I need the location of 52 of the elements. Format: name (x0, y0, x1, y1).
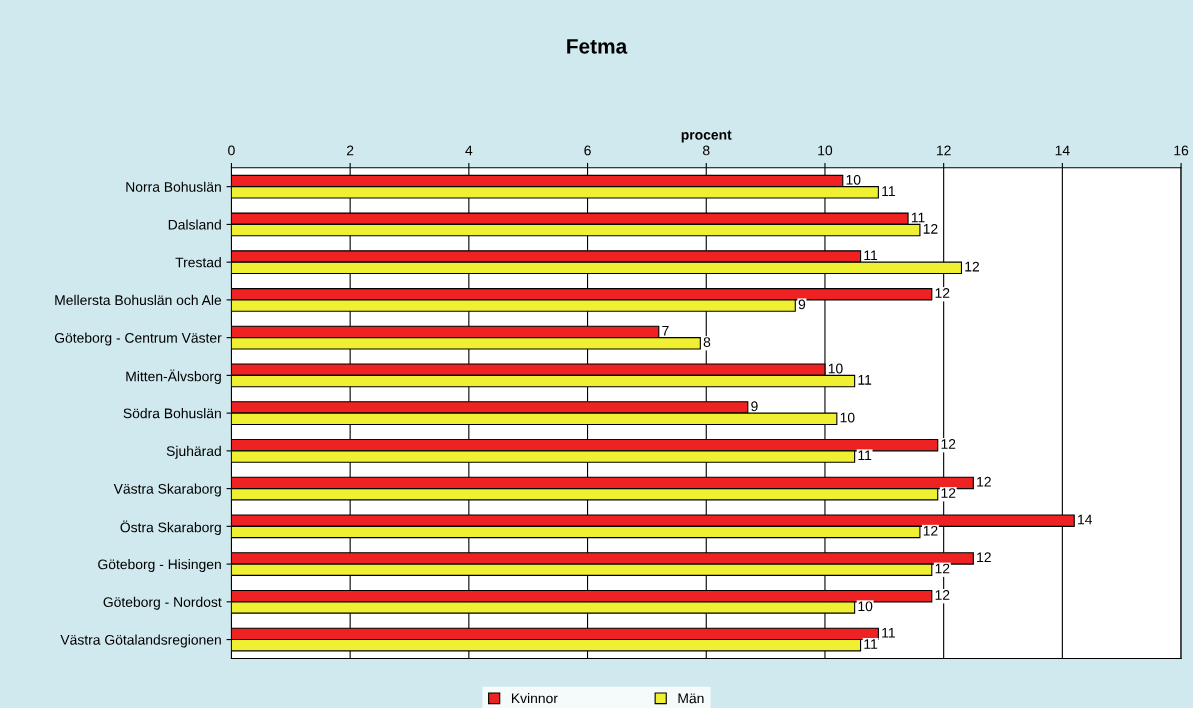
data-label: 12 (977, 476, 991, 487)
y-tick-label: Dalsland (168, 219, 221, 230)
data-label: 12 (965, 261, 979, 272)
data-label: 11 (858, 450, 872, 461)
y-tick-label: Göteborg - Hisingen (98, 559, 221, 572)
x-tick-label: 4 (465, 145, 473, 156)
data-label: 12 (977, 552, 991, 563)
data-label: 11 (882, 627, 895, 638)
x-tick-label: 16 (1174, 145, 1189, 156)
y-tick-label: Södra Bohuslän (123, 408, 221, 419)
data-label: 10 (828, 363, 843, 374)
data-label: 12 (923, 525, 938, 536)
y-tick-label: Göteborg - Nordost (103, 596, 222, 610)
x-tick-label: 14 (1055, 145, 1070, 156)
x-axis-title: procent (681, 130, 732, 143)
data-label: 10 (858, 601, 873, 612)
y-tick-label: Norra Bohuslän (126, 181, 221, 192)
x-tick-label: 12 (937, 145, 951, 156)
x-tick-label: 10 (818, 145, 833, 156)
y-tick-label: Västra Skaraborg (113, 483, 221, 497)
data-label: 12 (935, 590, 950, 600)
data-label: 12 (941, 488, 956, 498)
data-label: 12 (923, 223, 938, 234)
y-tick-label: Östra Skaraborg (120, 520, 221, 536)
data-label: 11 (864, 250, 878, 261)
x-tick-label: 8 (703, 145, 710, 156)
data-label: 12 (941, 439, 956, 449)
y-tick-label: Sjuhärad (166, 445, 221, 459)
data-label: 9 (798, 299, 806, 310)
legend-label: Kvinnor (511, 693, 558, 704)
x-tick-label: 0 (228, 145, 235, 156)
data-label: 12 (935, 563, 950, 574)
data-label: 7 (662, 326, 669, 336)
data-label: 12 (935, 288, 950, 298)
legend-label: Män (678, 693, 704, 704)
data-label: 10 (840, 412, 855, 423)
data-label: 9 (751, 401, 758, 412)
y-tick-label: Mitten-Älvsborg (126, 369, 221, 385)
x-tick-label: 2 (346, 145, 354, 156)
y-tick-label: Trestad (175, 257, 221, 268)
data-label: 8 (703, 337, 711, 348)
y-tick-label: Västra Götalandsregionen (60, 634, 221, 648)
y-tick-label: Mellersta Bohuslän och Ale (55, 294, 222, 306)
data-label: 11 (882, 186, 895, 196)
x-tick-label: 6 (584, 145, 591, 156)
y-tick-label: Göteborg - Centrum Väster (54, 332, 222, 346)
data-label: 10 (846, 174, 861, 185)
chart-title: Fetma (567, 39, 628, 54)
data-label: 14 (1078, 514, 1093, 525)
data-label: 11 (858, 375, 872, 385)
data-label: 11 (911, 212, 925, 223)
data-label: 11 (864, 639, 878, 649)
